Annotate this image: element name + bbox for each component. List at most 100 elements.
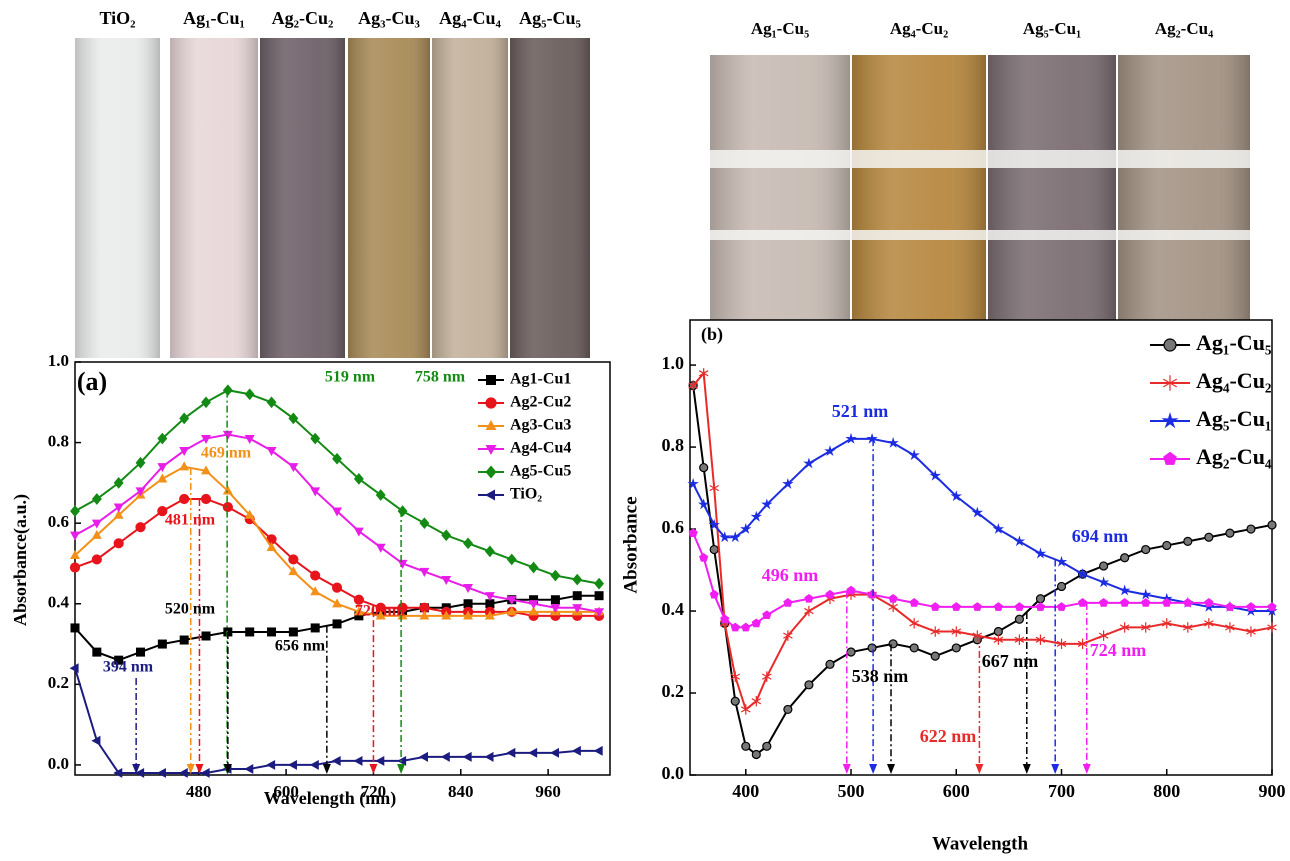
data-point <box>289 627 298 636</box>
data-point <box>931 652 939 660</box>
annotation-label: 519 nm <box>325 369 376 386</box>
data-point <box>762 610 771 619</box>
legend-label: Ag₄-Cu₂ <box>1196 368 1272 393</box>
data-point <box>92 493 102 505</box>
arrow-head <box>869 764 877 774</box>
data-point <box>910 598 919 607</box>
data-point <box>70 505 80 517</box>
y-tick-label: 0.2 <box>662 681 685 701</box>
legend-label: TiO₂ <box>510 486 542 503</box>
arrow-head <box>323 764 331 774</box>
data-point <box>506 748 515 758</box>
data-point <box>179 447 189 456</box>
y-tick-label: 0.0 <box>48 754 69 773</box>
data-point <box>1141 598 1150 607</box>
data-point <box>1183 598 1192 607</box>
data-point <box>1163 541 1171 549</box>
data-point <box>687 478 698 489</box>
data-point <box>267 396 277 408</box>
annotation-label: 720 nm <box>355 603 406 620</box>
data-point <box>463 752 472 762</box>
data-point <box>1015 602 1024 611</box>
rack-bar <box>710 150 1250 168</box>
data-point <box>245 388 255 400</box>
data-point <box>868 644 876 652</box>
data-point <box>700 464 708 472</box>
annotation-label: 496 nm <box>762 565 819 585</box>
data-point <box>114 539 123 548</box>
x-tick-label: 600 <box>943 781 970 801</box>
data-point <box>92 648 101 657</box>
data-point <box>376 544 386 553</box>
series-line <box>75 668 599 773</box>
data-point <box>202 494 211 503</box>
x-axis-label: Wavelength <box>932 833 1028 854</box>
data-point <box>762 671 771 681</box>
data-point <box>201 768 210 778</box>
photo-label: Ag₄-Cu₂ <box>890 19 948 38</box>
data-point <box>136 648 145 657</box>
photo-label: Ag₄-Cu₄ <box>439 8 501 28</box>
photo-label: TiO₂ <box>99 8 135 28</box>
annotation-label: 481 nm <box>165 512 216 529</box>
data-point <box>136 523 145 532</box>
y-tick-label: 1.0 <box>662 353 685 373</box>
y-tick-label: 0.4 <box>48 593 70 612</box>
data-point <box>1142 546 1150 554</box>
data-point <box>846 586 855 595</box>
photo-label: Ag₂-Cu₂ <box>272 8 334 28</box>
legend-label: Ag1-Cu1 <box>510 371 571 388</box>
arrow-head <box>397 764 405 774</box>
data-point <box>1184 537 1192 545</box>
legend-marker <box>485 490 495 501</box>
data-point <box>70 532 80 541</box>
data-point <box>550 570 560 582</box>
photo-shading <box>1118 55 1250 320</box>
series-line <box>75 499 599 616</box>
data-point <box>572 746 581 756</box>
data-point <box>710 546 718 554</box>
y-tick-label: 0.8 <box>662 435 685 455</box>
data-point <box>201 396 211 408</box>
data-point <box>804 594 813 603</box>
photo-label: Ag₂-Cu₄ <box>1155 19 1213 38</box>
photo-shading <box>75 38 160 358</box>
photo-label: Ag₅-Cu₅ <box>519 8 581 28</box>
data-point <box>92 555 101 564</box>
y-tick-label: 0.8 <box>48 431 69 450</box>
data-point <box>847 648 855 656</box>
photo-label: Ag₁-Cu₅ <box>751 19 809 38</box>
data-point <box>441 529 451 541</box>
data-point <box>994 602 1003 611</box>
data-point <box>333 619 342 628</box>
data-point <box>311 571 320 580</box>
photo-label: Ag₅-Cu₁ <box>1023 19 1081 38</box>
data-point <box>310 760 319 770</box>
data-point <box>179 768 188 778</box>
y-tick-label: 1.0 <box>48 351 69 370</box>
arrow-head <box>1083 764 1091 774</box>
data-point <box>931 602 940 611</box>
data-point <box>1121 554 1129 562</box>
photo-shading <box>432 38 508 358</box>
photo-shading <box>852 55 986 320</box>
data-point <box>463 537 473 549</box>
data-point <box>741 623 750 632</box>
data-point <box>720 614 729 623</box>
data-point <box>742 742 750 750</box>
data-point <box>71 623 80 632</box>
legend-marker <box>486 398 496 408</box>
data-point <box>484 752 493 762</box>
photo-label: Ag₁-Cu₁ <box>183 8 245 28</box>
data-point <box>763 742 771 750</box>
data-point <box>1036 595 1044 603</box>
data-point <box>180 494 189 503</box>
y-tick-label: 0.2 <box>48 673 69 692</box>
x-tick-label: 960 <box>535 782 561 801</box>
panel-label: (b) <box>701 324 723 345</box>
data-point <box>1120 598 1129 607</box>
data-point <box>1268 521 1276 529</box>
data-point <box>419 517 429 529</box>
data-point <box>752 751 760 759</box>
annotation-label: 724 nm <box>1090 640 1147 660</box>
